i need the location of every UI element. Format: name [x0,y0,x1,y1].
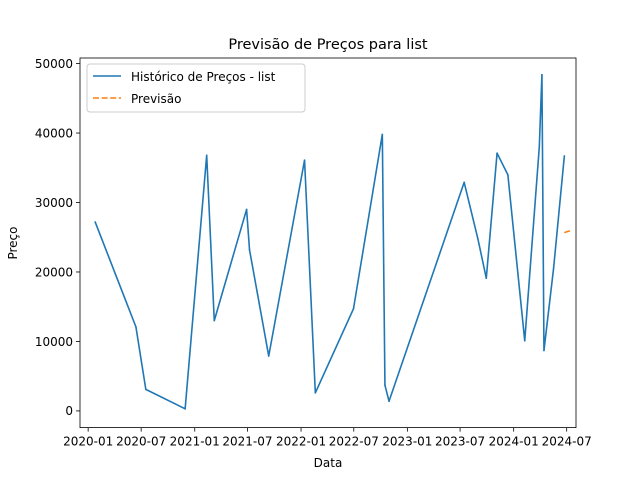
plot-frame [79,57,577,429]
x-tick-label: 2024-01 [489,435,539,449]
data-point-historico-7 [248,248,251,251]
x-tick-label: 2021-01 [170,435,220,449]
data-point-historico-18 [496,152,498,154]
x-tick-label: 2023-07 [435,435,485,449]
series-line-historico [94,73,566,410]
y-axis: 0 10000 20000 30000 40000 50000 [35,57,80,418]
data-point-historico-9 [303,159,306,161]
y-tick-label: 40000 [35,126,73,140]
x-tick-label: 2023-01 [382,435,432,449]
data-point-historico-11 [352,308,355,310]
data-point-historico-20 [523,339,526,342]
data-point-historico-5 [213,319,216,322]
data-point-historico-22 [541,73,543,76]
y-tick-label: 0 [65,404,73,418]
chart-title: Previsão de Preços para list [228,37,428,53]
legend: Histórico de Preços - list Previsão [86,63,306,113]
x-tick-label: 2022-07 [329,435,379,449]
data-point-historico-17 [485,277,488,280]
x-tick-label: 2022-01 [276,435,326,449]
data-point-historico-24 [552,267,555,270]
data-point-previsao-1 [568,230,571,232]
y-tick-label: 50000 [35,57,73,71]
y-tick-label: 30000 [35,196,73,210]
data-point-historico-15 [463,181,465,184]
data-point-historico-21 [538,146,541,148]
legend-label-historico: Histórico de Preços - list [131,70,276,84]
data-point-historico-16 [477,237,479,240]
data-point-historico-1 [135,326,137,328]
data-point-historico-3 [184,408,186,410]
data-point-historico-25 [563,155,566,157]
data-point-historico-2 [145,388,147,391]
data-point-historico-14 [388,400,390,403]
x-tick-label: 2020-01 [63,435,113,449]
x-tick-label: 2020-07 [116,435,166,449]
y-axis-label: Preço [6,226,20,259]
data-point-historico-6 [245,208,248,211]
data-point-historico-23 [543,349,545,352]
x-tick-label: 2021-07 [222,435,272,449]
data-point-historico-12 [381,133,384,136]
series-layer [94,73,571,410]
data-point-historico-10 [314,392,317,394]
x-axis-label: Data [314,456,343,470]
data-point-historico-8 [267,355,270,357]
x-axis: 2020-01 2020-07 2021-01 2021-07 2022-01 2022-… [63,427,592,449]
data-point-historico-19 [507,173,509,176]
legend-box [86,63,306,113]
x-tick-label: 2024-07 [542,435,592,449]
y-tick-label: 20000 [35,265,73,279]
data-point-historico-4 [205,154,208,157]
data-point-historico-13 [384,384,386,387]
data-point-previsao-0 [564,231,566,234]
data-point-historico-0 [94,221,96,223]
legend-label-previsao: Previsão [131,92,181,106]
y-tick-label: 10000 [35,335,73,349]
